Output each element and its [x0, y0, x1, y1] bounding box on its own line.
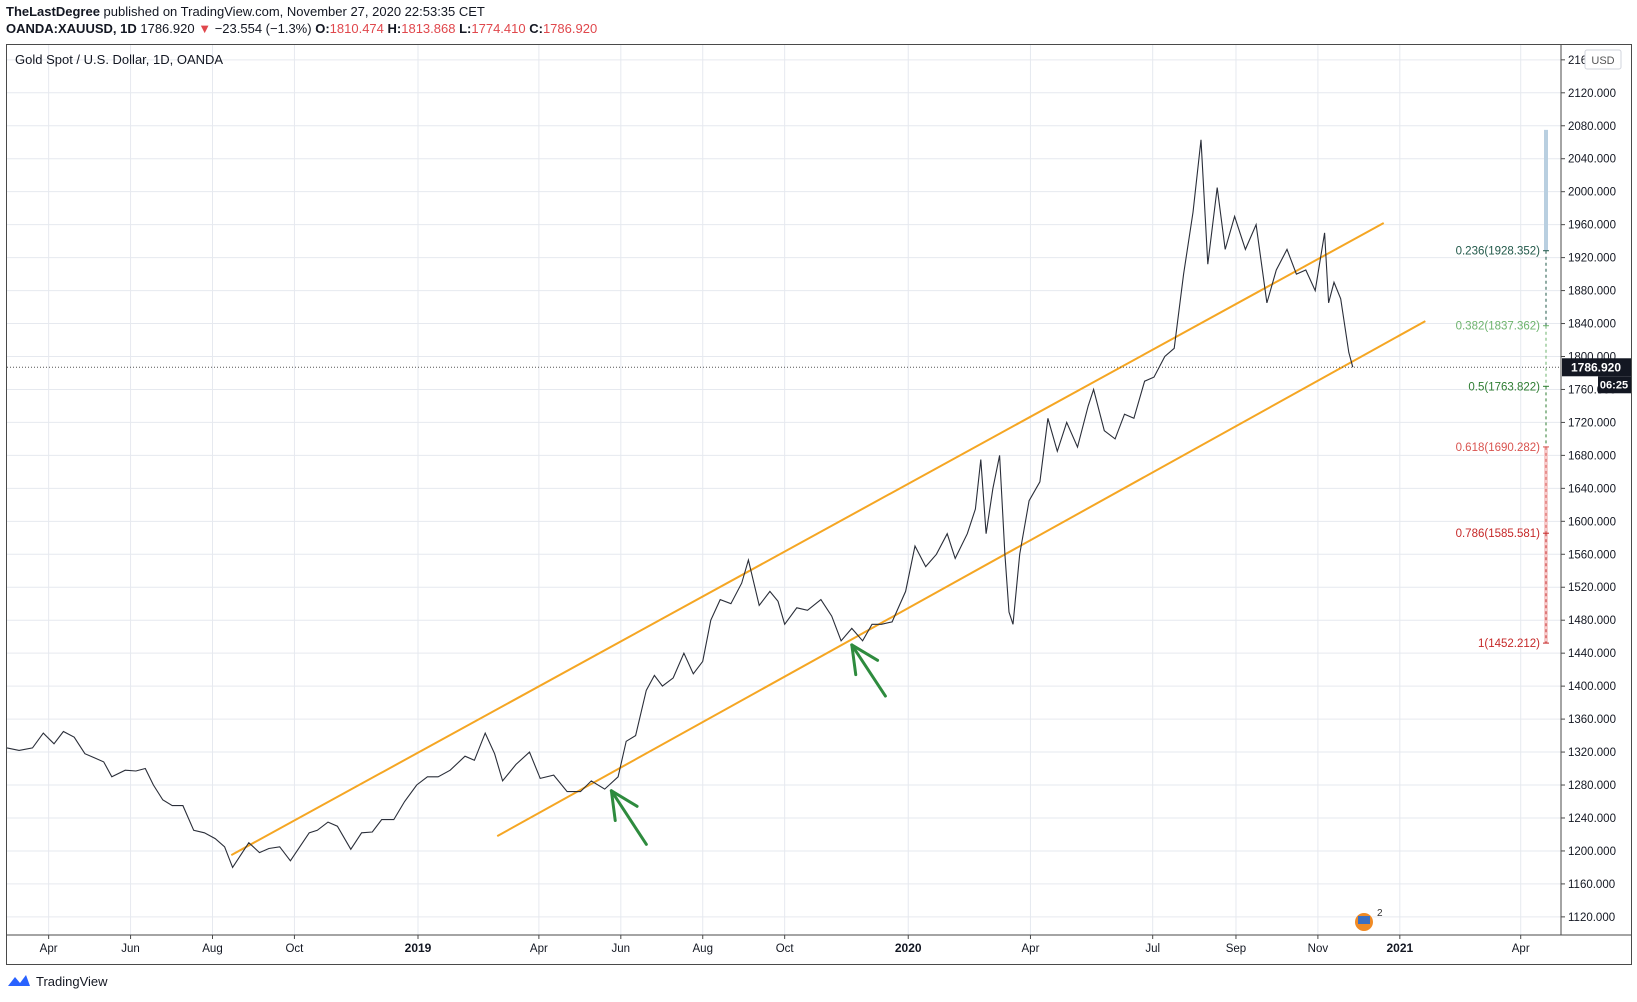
published-text: published on TradingView.com, November 2… [103, 4, 485, 19]
time-tick-label: Aug [202, 943, 222, 955]
price-tick-label: 1320.000 [1568, 747, 1616, 759]
time-tick-label: Jun [612, 943, 631, 955]
price-tick-label: 2080.000 [1568, 121, 1616, 133]
time-tick-label: Aug [693, 943, 713, 955]
fib-level-label: 0.618(1690.282) [1456, 442, 1541, 454]
arrow-shaft [850, 643, 887, 698]
time-tick-label: Apr [1512, 943, 1530, 955]
current-price: 1786.920 [140, 21, 195, 36]
time-tick-label: Oct [285, 943, 304, 955]
time-tick-label: Apr [40, 943, 58, 955]
tradingview-brand: TradingView [36, 973, 108, 989]
channel-line[interactable] [496, 320, 1426, 837]
price-tick-label: 1480.000 [1568, 615, 1616, 627]
currency-label: USD [1591, 55, 1614, 67]
time-tick-label: 2021 [1386, 941, 1413, 955]
fib-level-label: 0.382(1837.362) [1456, 321, 1541, 333]
bar-countdown: 06:25 [1600, 379, 1628, 391]
time-tick-label: Jul [1145, 943, 1160, 955]
open-label: O: [315, 21, 330, 36]
low-label: L: [459, 21, 472, 36]
arrow-head [609, 789, 639, 808]
chart-frame [6, 44, 1632, 965]
fib-level-label: 1(1452.212) [1478, 638, 1540, 650]
time-axis[interactable]: Apr Jun Aug Oct 2019 Apr Jun Aug Oct 2020 Apr Jul Se… [40, 935, 1530, 955]
low-value: 1774.410 [471, 21, 526, 36]
currency-button[interactable]: USD [1584, 49, 1622, 70]
events-badge-count: 2 [1377, 908, 1383, 919]
fib-level-label: 0.236(1928.352) [1456, 246, 1541, 258]
last-price-value: 1786.920 [1571, 360, 1621, 374]
price-axis-background [1561, 45, 1631, 935]
time-tick-label: Apr [1022, 943, 1040, 955]
price-change: −23.554 (−1.3%) [214, 21, 312, 36]
fibonacci-retracement[interactable]: 0.236(1928.352) 0.382(1837.362) 0.5(1763.8… [1456, 129, 1549, 650]
time-tick-label: 2020 [895, 941, 922, 955]
price-tick-label: 1920.000 [1568, 253, 1616, 265]
green-arrow[interactable] [609, 789, 648, 846]
annotation-arrows[interactable] [609, 643, 887, 846]
price-tick-label: 2000.000 [1568, 187, 1616, 199]
arrow-head [609, 789, 617, 823]
price-tick-label: 1640.000 [1568, 483, 1616, 495]
events-badge[interactable]: 2 [1355, 908, 1383, 931]
fib-level-label: 0.5(1763.822) [1468, 381, 1540, 393]
price-axis[interactable]: 1120.000 1160.000 1200.000 1240.000 1280.000… [1561, 55, 1616, 924]
author-name[interactable]: TheLastDegree [6, 4, 100, 19]
price-tick-label: 1120.000 [1568, 912, 1615, 924]
price-tick-label: 1680.000 [1568, 450, 1616, 462]
price-tick-label: 1360.000 [1568, 714, 1616, 726]
symbol: OANDA:XAUUSD, 1D [6, 21, 137, 36]
fib-zone [1544, 446, 1548, 644]
price-tick-label: 1240.000 [1568, 813, 1616, 825]
time-tick-label: Apr [530, 943, 548, 955]
publisher-line: TheLastDegree published on TradingView.c… [6, 4, 485, 19]
arrow-shaft [609, 789, 648, 846]
price-line [6, 139, 1354, 869]
time-tick-label: Jun [121, 943, 140, 955]
price-tick-label: 1520.000 [1568, 582, 1616, 594]
last-price-tag: 1786.920 06:25 [1562, 358, 1631, 394]
price-tick-label: 1720.000 [1568, 417, 1616, 429]
footer-branding[interactable]: TradingView [6, 973, 108, 989]
open-value: 1810.474 [329, 21, 384, 36]
green-arrow[interactable] [850, 643, 887, 698]
price-tick-label: 1280.000 [1568, 780, 1616, 792]
price-tick-label: 1960.000 [1568, 220, 1616, 232]
price-tick-label: 1160.000 [1568, 879, 1615, 891]
grid-lines [7, 45, 1561, 935]
price-tick-label: 2040.000 [1568, 154, 1616, 166]
time-tick-label: 2019 [405, 941, 432, 955]
symbol-line: OANDA:XAUUSD, 1D 1786.920 ▼ −23.554 (−1.… [6, 21, 597, 36]
arrow-head [850, 643, 880, 662]
price-tick-label: 1200.000 [1568, 846, 1616, 858]
time-tick-label: Sep [1226, 943, 1246, 955]
price-tick-label: 1440.000 [1568, 648, 1616, 660]
fib-zone [1544, 129, 1548, 251]
tradingview-logo-icon [8, 975, 30, 986]
time-tick-label: Nov [1308, 943, 1329, 955]
trend-channel[interactable] [230, 222, 1426, 856]
close-label: C: [529, 21, 543, 36]
price-tick-label: 1600.000 [1568, 516, 1616, 528]
down-triangle-icon: ▼ [198, 21, 212, 36]
time-tick-label: Oct [776, 943, 795, 955]
high-label: H: [387, 21, 402, 36]
close-value: 1786.920 [542, 21, 598, 36]
high-value: 1813.868 [401, 21, 456, 36]
chart-title: Gold Spot / U.S. Dollar, 1D, OANDA [15, 52, 223, 67]
price-tick-label: 2120.000 [1568, 88, 1616, 100]
price-tick-label: 1880.000 [1568, 286, 1616, 298]
arrow-head [850, 643, 858, 677]
channel-line[interactable] [230, 222, 1385, 856]
fib-level-label: 0.786(1585.581) [1456, 528, 1541, 540]
price-tick-label: 1400.000 [1568, 681, 1616, 693]
price-tick-label: 1840.000 [1568, 319, 1616, 331]
price-tick-label: 1560.000 [1568, 549, 1616, 561]
